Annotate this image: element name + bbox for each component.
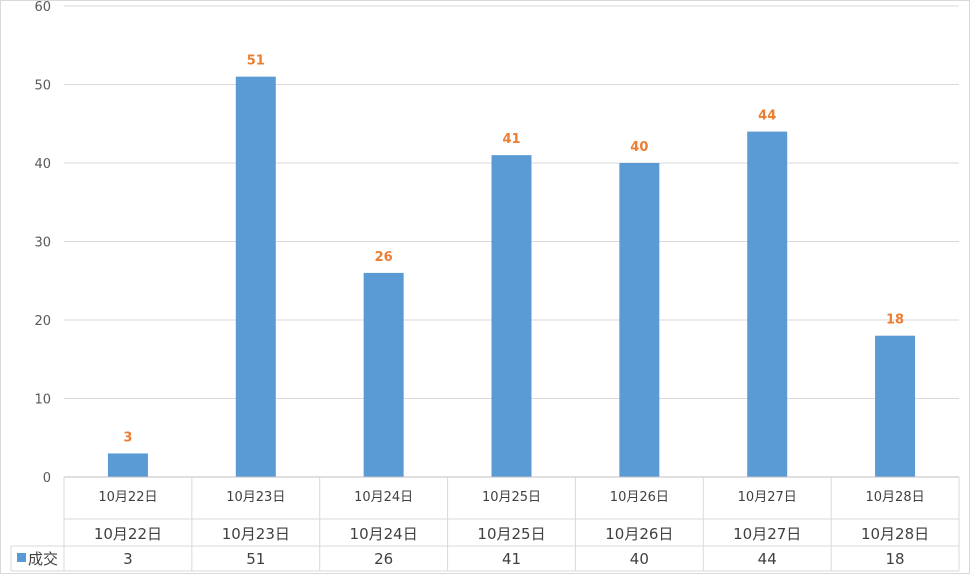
- bar-data-label: 3: [123, 430, 132, 445]
- table-header-cell: 10月28日: [861, 525, 929, 543]
- bar: [619, 163, 660, 477]
- x-tick-label: 10月25日: [482, 490, 541, 505]
- bar-data-label: 26: [375, 250, 393, 265]
- table-value-cell: 3: [123, 550, 133, 568]
- y-tick-label: 60: [34, 1, 51, 15]
- legend-series-name: 成交: [28, 550, 58, 568]
- bar-data-label: 40: [630, 140, 648, 155]
- bar: [491, 155, 532, 477]
- table-value-cell: 26: [374, 550, 393, 568]
- y-tick-label: 0: [43, 471, 51, 486]
- y-tick-label: 40: [34, 157, 51, 172]
- x-tick-label: 10月22日: [98, 490, 157, 505]
- x-axis: [63, 476, 960, 519]
- data-table: 10月22日 3 10月23日 51 10月24日 26 10月25日 41 10月26日 40 1…: [10, 518, 960, 572]
- bars: [107, 76, 916, 478]
- table-header-cell: 10月24日: [350, 525, 418, 543]
- table-header-cell: 10月23日: [222, 525, 290, 543]
- y-tick-label: 20: [34, 314, 51, 329]
- x-tick-label: 10月23日: [226, 490, 285, 505]
- x-axis-category-labels: 10月22日 10月23日 10月24日 10月25日 10月26日 10月27日 10月2…: [98, 490, 924, 505]
- table-value-cell: 44: [758, 550, 777, 568]
- bar: [875, 335, 916, 477]
- table-header-cell: 10月25日: [477, 525, 545, 543]
- y-tick-label: 10: [34, 393, 51, 408]
- table-header-cell: 10月27日: [733, 525, 801, 543]
- bar: [235, 76, 276, 478]
- table-header-cell: 10月26日: [605, 525, 673, 543]
- legend-swatch: [17, 553, 26, 562]
- bar: [747, 131, 788, 477]
- data-labels: 3 51 26 41 40 44 18: [123, 54, 904, 446]
- bar: [363, 272, 404, 477]
- x-tick-label: 10月28日: [866, 490, 925, 505]
- table-header-cell: 10月22日: [94, 525, 162, 543]
- bar-data-label: 41: [502, 132, 520, 147]
- y-tick-label: 50: [34, 79, 51, 94]
- table-value-cell: 51: [246, 550, 265, 568]
- x-tick-label: 10月24日: [354, 490, 413, 505]
- bar-data-label: 51: [247, 54, 265, 69]
- table-value-cell: 41: [502, 550, 521, 568]
- x-tick-label: 10月26日: [610, 490, 669, 505]
- y-axis-tick-labels: 0 10 20 30 40 50 60: [34, 1, 51, 486]
- bar-data-label: 44: [758, 109, 776, 124]
- x-tick-label: 10月27日: [738, 490, 797, 505]
- table-value-cell: 40: [630, 550, 649, 568]
- table-value-cell: 18: [886, 550, 905, 568]
- y-tick-label: 30: [34, 236, 51, 251]
- bar: [107, 453, 148, 477]
- bar-data-label: 18: [886, 313, 904, 328]
